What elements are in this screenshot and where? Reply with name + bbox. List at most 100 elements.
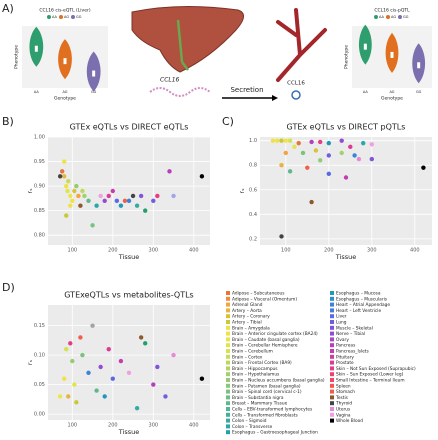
x-tick-label: AG bbox=[389, 90, 394, 94]
point bbox=[199, 174, 205, 179]
legend-swatch bbox=[398, 15, 402, 19]
point bbox=[326, 171, 331, 177]
point bbox=[151, 198, 156, 204]
legend-swatch bbox=[330, 412, 334, 417]
legend-label: Prostate bbox=[336, 360, 354, 366]
y-tick-label: 0.8 bbox=[249, 163, 257, 169]
point bbox=[114, 198, 120, 204]
point bbox=[318, 139, 323, 145]
legend-label: Brain – Substantia nigra bbox=[232, 395, 284, 401]
legend-swatch bbox=[226, 314, 230, 319]
point bbox=[134, 406, 140, 411]
x-tick-label: 300 bbox=[367, 248, 377, 254]
legend-label: Pancreas bbox=[336, 343, 356, 349]
point bbox=[66, 394, 71, 399]
panel-label: D) bbox=[2, 281, 15, 294]
legend-label: GG bbox=[76, 15, 82, 19]
point bbox=[134, 203, 140, 208]
legend-swatch bbox=[330, 418, 334, 423]
axis-title: Tissue bbox=[118, 428, 139, 436]
legend-label: Cells – EBV-transformed lymphocytes bbox=[232, 407, 313, 413]
y-tick-label: 0.80 bbox=[34, 233, 45, 239]
chart-title: CCL16 cis-pQTL bbox=[374, 8, 410, 14]
x-tick-label: AA bbox=[363, 90, 368, 94]
legend-label: AG bbox=[64, 15, 69, 19]
legend-swatch bbox=[330, 407, 334, 411]
point bbox=[361, 140, 366, 146]
legend-label: Vagina bbox=[336, 412, 351, 418]
point bbox=[102, 198, 107, 204]
legend-label: Breast – Mammary Tissue bbox=[232, 401, 288, 407]
legend-swatch bbox=[330, 389, 334, 394]
legend-swatch bbox=[330, 343, 334, 348]
legend-swatch bbox=[330, 354, 334, 359]
point bbox=[339, 138, 344, 143]
point bbox=[64, 347, 69, 352]
legend-label: Colon – Transverse bbox=[232, 424, 273, 430]
legend-label: Esophagus – Muscularis bbox=[336, 296, 388, 302]
axis-title: rₛ bbox=[238, 188, 246, 194]
point bbox=[90, 323, 95, 328]
point bbox=[287, 169, 293, 174]
y-tick-label: 0.85 bbox=[34, 208, 45, 214]
point bbox=[279, 138, 284, 143]
point bbox=[57, 174, 63, 179]
x-tick-label: AA bbox=[34, 90, 39, 94]
legend-label: Brain – Amygdala bbox=[232, 325, 270, 331]
point bbox=[94, 203, 99, 208]
point bbox=[65, 188, 70, 194]
legend-swatch bbox=[330, 378, 334, 382]
median-box bbox=[363, 43, 367, 50]
legend-swatch bbox=[330, 325, 334, 330]
legend-swatch bbox=[226, 389, 230, 394]
point bbox=[143, 341, 148, 346]
legend-label: GG bbox=[403, 15, 409, 19]
point bbox=[318, 158, 323, 163]
legend-swatch bbox=[226, 308, 230, 313]
legend-label: Skin – Not Sun Exposed (Suprapubic) bbox=[336, 366, 416, 372]
legend-swatch bbox=[226, 378, 230, 382]
point bbox=[275, 138, 280, 143]
point bbox=[74, 183, 79, 189]
point bbox=[76, 193, 81, 199]
legend-label: Small Intestine – Terminal Ileum bbox=[336, 378, 405, 384]
legend-label: Heart – Left Ventricle bbox=[336, 308, 381, 314]
point bbox=[369, 142, 374, 147]
legend-swatch bbox=[226, 366, 230, 371]
point bbox=[309, 199, 314, 205]
point bbox=[98, 364, 103, 370]
point bbox=[283, 150, 288, 156]
point bbox=[118, 203, 124, 208]
legend-swatch bbox=[374, 15, 378, 19]
legend-swatch bbox=[330, 296, 334, 301]
point bbox=[78, 203, 83, 208]
protein bbox=[291, 90, 301, 100]
point bbox=[74, 400, 79, 405]
legend-swatch bbox=[59, 15, 63, 19]
x-tick-label: 100 bbox=[281, 248, 291, 254]
legend-swatch bbox=[330, 395, 334, 400]
median-box bbox=[34, 45, 38, 52]
x-tick-label: 400 bbox=[410, 248, 420, 254]
legend-swatch bbox=[226, 360, 230, 365]
point bbox=[118, 358, 124, 364]
legend-label: AA bbox=[52, 15, 57, 19]
legend-swatch bbox=[226, 383, 230, 388]
point bbox=[167, 169, 172, 174]
protein-label: CCL16 bbox=[287, 81, 305, 87]
point bbox=[94, 388, 99, 393]
legend-swatch bbox=[330, 360, 334, 365]
y-tick-label: 0.10 bbox=[34, 353, 45, 359]
point bbox=[82, 193, 87, 199]
point bbox=[68, 341, 73, 346]
legend-swatch bbox=[330, 314, 334, 319]
legend-swatch bbox=[226, 349, 230, 353]
legend-label: Lung bbox=[336, 320, 347, 326]
point bbox=[171, 193, 176, 199]
point bbox=[126, 198, 132, 204]
median-box bbox=[92, 70, 96, 77]
point bbox=[369, 156, 374, 162]
legend-label: Esophagus – Gastroesophageal Junction bbox=[232, 430, 318, 436]
legend-label: Brain – Nucleus accumbens (basal ganglia… bbox=[232, 378, 325, 384]
